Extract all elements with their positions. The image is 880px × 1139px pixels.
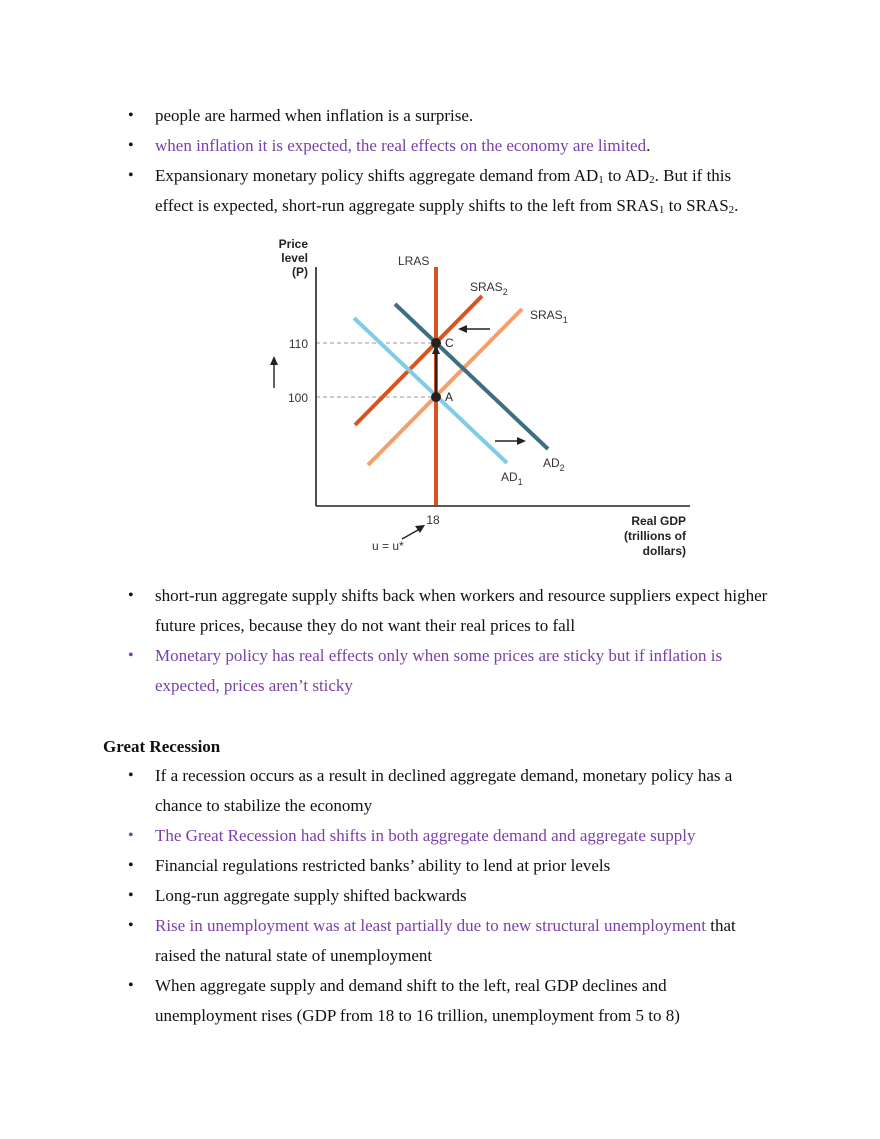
bullet-marker: • bbox=[128, 107, 134, 124]
bullet-list-top: • people are harmed when inflation is a … bbox=[128, 101, 768, 221]
point-c bbox=[431, 338, 441, 348]
natural-arrow bbox=[401, 529, 419, 540]
bullet-marker: • bbox=[128, 857, 134, 874]
sras1-label: SRAS1 bbox=[530, 308, 568, 325]
bullet-marker: • bbox=[128, 887, 134, 904]
sras2-line bbox=[353, 294, 484, 427]
point-c-label: C bbox=[445, 336, 454, 350]
bullet-marker: • bbox=[128, 917, 134, 934]
x-axis-label-line-1: Real GDP bbox=[631, 514, 686, 528]
list-item-text: When aggregate supply and demand shift t… bbox=[155, 976, 680, 1025]
sras-shift-arrowhead bbox=[458, 325, 467, 333]
ad-as-figure: Price level (P) 110 100 18 u = u* Real G… bbox=[262, 233, 694, 567]
bullet-marker: • bbox=[128, 587, 134, 604]
list-item-text: people are harmed when inflation is a su… bbox=[155, 106, 474, 125]
list-item: • If a recession occurs as a result in d… bbox=[128, 761, 768, 821]
list-item: • Financial regulations restricted banks… bbox=[128, 851, 768, 881]
lras-label: LRAS bbox=[398, 254, 429, 268]
y-axis-label-line-3: (P) bbox=[292, 265, 308, 279]
section-heading: Great Recession bbox=[103, 737, 221, 756]
list-item-text: Rise in unemployment was at least partia… bbox=[155, 916, 736, 965]
bullet-list-middle: • short-run aggregate supply shifts back… bbox=[128, 581, 768, 701]
natural-arrowhead bbox=[415, 525, 425, 533]
ad2-line bbox=[393, 302, 550, 451]
list-item-text: Financial regulations restricted banks’ … bbox=[155, 856, 611, 875]
list-item: • when inflation it is expected, the rea… bbox=[128, 131, 768, 161]
ad-as-chart: Price level (P) 110 100 18 u = u* Real G… bbox=[262, 233, 694, 567]
price-up-arrowhead bbox=[270, 356, 278, 365]
list-item-suffix: . bbox=[646, 136, 651, 155]
y-tick-100: 100 bbox=[288, 391, 308, 405]
x-tick-18: 18 bbox=[426, 513, 440, 527]
list-item: • Monetary policy has real effects only … bbox=[128, 641, 768, 701]
list-item-text: Monetary policy has real effects only wh… bbox=[155, 646, 723, 695]
list-item-text: Long-run aggregate supply shifted backwa… bbox=[155, 886, 467, 905]
bullet-marker: • bbox=[128, 647, 134, 664]
list-item-text: Expansionary monetary policy shifts aggr… bbox=[155, 166, 739, 216]
y-tick-110: 110 bbox=[289, 337, 308, 351]
sras1-line bbox=[366, 307, 524, 467]
list-item: • short-run aggregate supply shifts back… bbox=[128, 581, 768, 641]
list-item-text: when inflation it is expected, the real … bbox=[155, 136, 647, 155]
natural-rate-label: u = u* bbox=[372, 539, 404, 553]
list-item: • Expansionary monetary policy shifts ag… bbox=[128, 161, 768, 221]
ad1-label: AD1 bbox=[501, 470, 523, 487]
y-axis-label-line-1: Price bbox=[279, 237, 309, 251]
ad2-label: AD2 bbox=[543, 456, 565, 473]
bullet-marker: • bbox=[128, 167, 134, 184]
list-item: • When aggregate supply and demand shift… bbox=[128, 971, 768, 1031]
sras2-label: SRAS2 bbox=[470, 280, 508, 297]
list-item: • Rise in unemployment was at least part… bbox=[128, 911, 768, 971]
x-axis-label-line-2: (trillions of bbox=[624, 529, 687, 543]
arrowhead-a-to-c bbox=[432, 345, 440, 354]
list-item-text: short-run aggregate supply shifts back w… bbox=[155, 586, 768, 635]
bullet-marker: • bbox=[128, 137, 134, 154]
bullet-marker: • bbox=[128, 977, 134, 994]
bullet-marker: • bbox=[128, 827, 134, 844]
ad-shift-arrowhead bbox=[517, 437, 526, 445]
bullet-marker: • bbox=[128, 767, 134, 784]
bullet-list-bottom: • If a recession occurs as a result in d… bbox=[128, 761, 768, 1031]
y-axis-label-line-2: level bbox=[281, 251, 308, 265]
list-item-text: The Great Recession had shifts in both a… bbox=[155, 826, 696, 845]
x-axis-label-line-3: dollars) bbox=[643, 544, 686, 558]
ad1-line bbox=[352, 316, 509, 465]
list-item-text: If a recession occurs as a result in dec… bbox=[155, 766, 733, 815]
list-item: • The Great Recession had shifts in both… bbox=[128, 821, 768, 851]
point-a-label: A bbox=[445, 390, 453, 404]
point-a bbox=[431, 392, 441, 402]
list-item: • Long-run aggregate supply shifted back… bbox=[128, 881, 768, 911]
list-item: • people are harmed when inflation is a … bbox=[128, 101, 768, 131]
